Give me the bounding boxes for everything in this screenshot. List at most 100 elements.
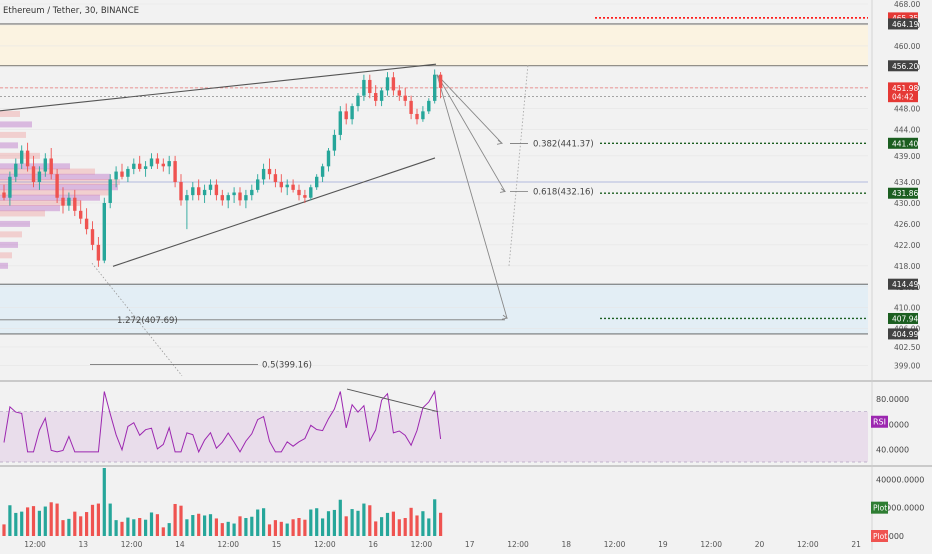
time-tick-16: 12:00 [797, 540, 819, 549]
fib-annotation-1: 0.618(432.16) [533, 188, 594, 198]
price-tick-8: 434.00 [894, 178, 920, 187]
candle-body [220, 195, 224, 201]
candle-body [202, 189, 207, 196]
time-tick-15: 20 [755, 540, 765, 549]
volume-bar [232, 523, 236, 536]
candle-body [250, 189, 254, 196]
volume-profile-bar [0, 168, 95, 175]
price-badge-label-1: 464.19 [892, 20, 918, 29]
volume-bar [332, 509, 336, 536]
candle-body [350, 106, 354, 120]
volume-profile-bar [0, 241, 18, 248]
volume-bar [179, 505, 183, 536]
price-badge-9 [888, 312, 918, 324]
volume-bar [26, 507, 30, 536]
volume-bar [326, 511, 331, 536]
volume-bar [155, 514, 159, 536]
volume-profile-bar [0, 205, 60, 212]
price-badge-label-10: 404.99 [892, 330, 918, 339]
projection-arrow-2 [436, 74, 508, 319]
price-tick-17: 399.00 [894, 361, 920, 370]
volume-plot-badge-0 [871, 501, 888, 514]
volume-bar [37, 510, 41, 536]
rsi-tick-2: 40.0000 [876, 445, 909, 454]
candle-body [214, 184, 219, 196]
candle-body [226, 195, 230, 201]
candle-body [238, 192, 242, 201]
volume-bar [138, 518, 142, 536]
price-tick-14: 410.00 [894, 304, 920, 313]
candle-body [102, 202, 106, 261]
candle-body [14, 163, 18, 177]
volume-bar [132, 519, 136, 536]
volume-bar [439, 512, 443, 536]
price-badge-label-6: 441.40 [892, 139, 918, 148]
rsi-badge [871, 415, 888, 428]
candle-body [332, 134, 337, 151]
time-tick-7: 16 [368, 540, 378, 549]
candle-body [84, 218, 89, 230]
volume-profile-bar [0, 262, 8, 269]
volume-bar [321, 518, 325, 536]
volume-bar [391, 511, 395, 536]
price-badge-label-8: 414.49 [892, 280, 918, 289]
candle-body [427, 100, 431, 112]
volume-bar [279, 521, 283, 536]
volume-bar [256, 509, 260, 536]
candle-body [344, 111, 348, 120]
volume-bar [338, 499, 342, 536]
candle-body [356, 95, 360, 107]
candle-body [374, 93, 378, 101]
candle-body [173, 161, 177, 183]
volume-bar [427, 518, 431, 536]
candle-body [96, 244, 101, 261]
candle-body [79, 210, 83, 219]
price-tick-7: 439.00 [894, 152, 920, 161]
time-tick-14: 12:00 [700, 540, 722, 549]
volume-bar [73, 511, 77, 536]
projection-arrow-1 [436, 74, 506, 192]
rsi-label: RSI [873, 418, 886, 427]
volume-bar [362, 503, 366, 536]
time-tick-6: 12:00 [314, 540, 336, 549]
volume-bar [31, 506, 36, 536]
volume-profile-bar [0, 110, 20, 117]
volume-bar [144, 519, 148, 536]
candle-body [338, 111, 342, 135]
price-tick-5: 448.00 [894, 105, 920, 114]
candle-body [143, 166, 148, 169]
volume-profile-bar [0, 252, 12, 259]
price-badge-label-4: 04:42 [892, 93, 914, 102]
volume-plot-badge-1 [871, 530, 888, 542]
candle-body [208, 184, 213, 190]
rsi-line [3, 389, 442, 454]
candle-body [138, 163, 142, 169]
volume-bar [173, 503, 177, 536]
price-badge-label-7: 431.86 [892, 189, 918, 198]
candle-body [291, 184, 295, 190]
fib-dotted-guide [91, 262, 183, 377]
projection-arrow-head-1 [499, 188, 507, 193]
candle-body [197, 187, 201, 196]
volume-bar [273, 520, 277, 536]
candle-body [61, 197, 65, 206]
volume-bar [303, 519, 307, 536]
price-badge-label-2: 456.20 [892, 62, 918, 71]
volume-bar [291, 519, 295, 536]
time-tick-12: 12:00 [604, 540, 626, 549]
volume-tick-1: 20000.0000 [876, 504, 924, 513]
volume-bar [55, 503, 59, 536]
candle-body [108, 179, 112, 203]
volume-profile-bar [0, 220, 30, 227]
candle-body [232, 192, 236, 196]
volume-bar [374, 521, 378, 536]
price-tick-6: 444.00 [894, 126, 920, 135]
candle-body [438, 74, 443, 88]
volume-bar [85, 512, 89, 536]
candle-body [244, 195, 248, 201]
volume-bar [409, 507, 413, 536]
candle-body [320, 166, 325, 177]
volume-bar [262, 508, 266, 536]
